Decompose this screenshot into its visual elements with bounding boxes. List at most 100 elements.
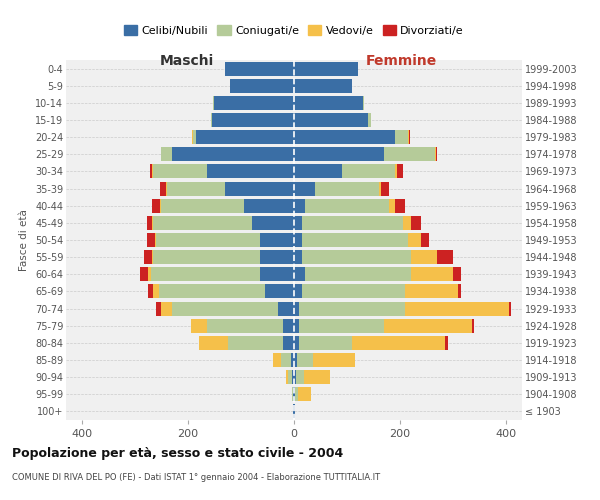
Bar bbox=[302, 216, 403, 230]
Bar bbox=[161, 148, 172, 162]
Bar bbox=[167, 182, 225, 196]
Bar bbox=[294, 353, 296, 367]
Bar bbox=[206, 164, 294, 178]
Bar bbox=[172, 302, 278, 316]
Bar bbox=[352, 336, 445, 350]
Bar bbox=[155, 233, 156, 247]
Bar bbox=[294, 216, 302, 230]
Bar bbox=[294, 284, 302, 298]
Bar bbox=[140, 268, 148, 281]
Bar bbox=[436, 148, 437, 162]
Bar bbox=[283, 318, 294, 332]
Bar bbox=[225, 182, 294, 196]
Bar bbox=[299, 336, 352, 350]
Bar bbox=[265, 284, 294, 298]
Bar bbox=[283, 336, 294, 350]
Bar bbox=[154, 216, 251, 230]
Bar bbox=[292, 370, 294, 384]
Bar bbox=[294, 318, 299, 332]
Bar bbox=[288, 370, 292, 384]
Bar bbox=[148, 268, 151, 281]
Bar bbox=[421, 233, 429, 247]
Bar bbox=[295, 388, 298, 402]
Bar bbox=[382, 182, 389, 196]
Bar bbox=[437, 250, 453, 264]
Bar bbox=[296, 370, 304, 384]
Bar bbox=[230, 78, 294, 92]
Bar bbox=[395, 198, 406, 212]
Bar bbox=[395, 130, 408, 144]
Bar bbox=[458, 284, 461, 298]
Bar bbox=[172, 148, 294, 162]
Bar bbox=[410, 268, 453, 281]
Bar bbox=[251, 216, 294, 230]
Bar bbox=[434, 148, 436, 162]
Bar bbox=[384, 318, 472, 332]
Bar bbox=[294, 96, 363, 110]
Bar bbox=[151, 268, 260, 281]
Bar bbox=[302, 284, 406, 298]
Bar bbox=[281, 353, 292, 367]
Bar bbox=[152, 164, 154, 178]
Bar bbox=[152, 216, 154, 230]
Bar bbox=[294, 233, 302, 247]
Bar bbox=[313, 353, 355, 367]
Bar bbox=[294, 113, 368, 127]
Bar bbox=[191, 318, 206, 332]
Bar bbox=[410, 216, 421, 230]
Bar bbox=[147, 233, 155, 247]
Bar bbox=[292, 353, 294, 367]
Bar bbox=[154, 164, 206, 178]
Bar bbox=[145, 250, 152, 264]
Bar bbox=[453, 268, 461, 281]
Bar bbox=[260, 233, 294, 247]
Text: Maschi: Maschi bbox=[160, 54, 214, 68]
Bar bbox=[260, 268, 294, 281]
Bar bbox=[342, 164, 395, 178]
Bar bbox=[161, 302, 172, 316]
Bar bbox=[408, 130, 409, 144]
Bar bbox=[166, 182, 167, 196]
Bar bbox=[397, 164, 403, 178]
Bar bbox=[406, 302, 509, 316]
Bar bbox=[294, 182, 315, 196]
Bar bbox=[278, 302, 294, 316]
Bar bbox=[286, 370, 288, 384]
Bar bbox=[147, 216, 152, 230]
Bar bbox=[302, 233, 408, 247]
Bar bbox=[384, 148, 434, 162]
Bar bbox=[294, 78, 352, 92]
Bar bbox=[294, 164, 342, 178]
Text: COMUNE DI RIVA DEL PO (FE) - Dati ISTAT 1° gennaio 2004 - Elaborazione TUTTITALI: COMUNE DI RIVA DEL PO (FE) - Dati ISTAT … bbox=[12, 472, 380, 482]
Bar bbox=[403, 216, 410, 230]
Bar bbox=[299, 302, 406, 316]
Bar bbox=[363, 96, 364, 110]
Bar bbox=[315, 182, 379, 196]
Bar bbox=[305, 268, 410, 281]
Bar bbox=[294, 198, 305, 212]
Bar bbox=[298, 388, 311, 402]
Bar bbox=[395, 164, 397, 178]
Bar bbox=[161, 198, 244, 212]
Bar bbox=[152, 198, 160, 212]
Bar bbox=[408, 233, 421, 247]
Bar bbox=[196, 130, 294, 144]
Bar bbox=[156, 302, 161, 316]
Bar bbox=[260, 250, 294, 264]
Bar bbox=[305, 198, 389, 212]
Bar bbox=[472, 318, 474, 332]
Bar bbox=[160, 182, 166, 196]
Text: Popolazione per età, sesso e stato civile - 2004: Popolazione per età, sesso e stato civil… bbox=[12, 448, 343, 460]
Bar bbox=[154, 284, 159, 298]
Bar bbox=[273, 353, 281, 367]
Text: Femmine: Femmine bbox=[365, 54, 437, 68]
Bar bbox=[294, 302, 299, 316]
Bar bbox=[154, 250, 260, 264]
Bar bbox=[445, 336, 448, 350]
Bar bbox=[214, 96, 294, 110]
Bar bbox=[160, 198, 161, 212]
Bar bbox=[294, 268, 305, 281]
Bar bbox=[211, 113, 212, 127]
Bar bbox=[192, 130, 193, 144]
Bar bbox=[409, 130, 410, 144]
